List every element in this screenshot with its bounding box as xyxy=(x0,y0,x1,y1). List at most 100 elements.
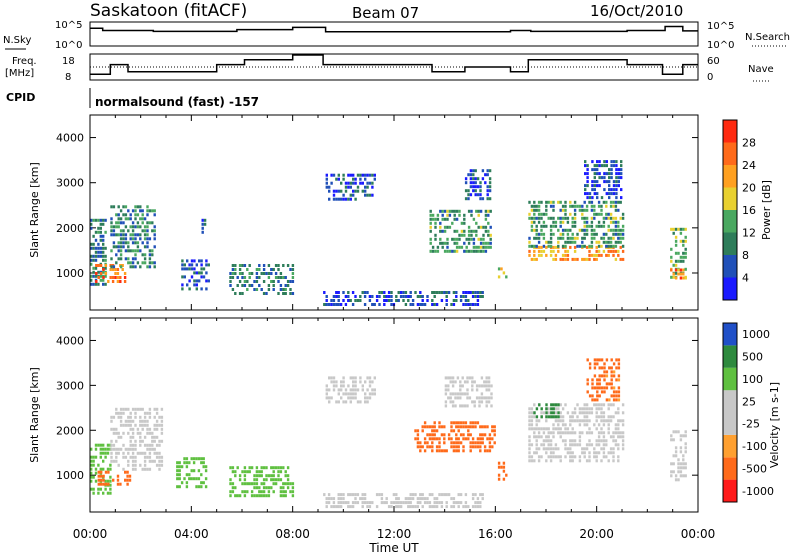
velocity-cell xyxy=(368,501,372,505)
power-cell xyxy=(253,280,256,283)
power-cell xyxy=(94,266,98,270)
power-cell xyxy=(612,200,615,204)
power-cell xyxy=(684,227,687,231)
velocity-cell xyxy=(459,425,463,429)
velocity-cell xyxy=(104,451,107,455)
power-cell xyxy=(97,270,100,274)
power-cell xyxy=(472,169,475,173)
power-cell xyxy=(481,291,484,294)
velocity-cell xyxy=(447,396,450,400)
velocity-cell xyxy=(612,398,616,402)
power-cell xyxy=(588,192,592,196)
velocity-cell xyxy=(277,474,280,478)
power-cell xyxy=(387,299,391,302)
velocity-cell xyxy=(547,455,550,459)
velocity-cell xyxy=(402,501,405,505)
velocity-cell xyxy=(588,411,591,415)
velocity-cell xyxy=(585,423,589,427)
velocity-cell xyxy=(102,467,105,471)
power-cell xyxy=(267,264,271,267)
velocity-cell xyxy=(557,427,560,431)
power-cell xyxy=(344,303,348,306)
velocity-cell xyxy=(134,407,137,411)
velocity-cell xyxy=(146,423,149,427)
velocity-cell xyxy=(455,421,458,425)
power-cell xyxy=(335,189,338,193)
velocity-cell xyxy=(112,427,116,431)
power-cell xyxy=(578,244,582,248)
velocity-cell xyxy=(131,419,135,423)
velocity-cell xyxy=(528,423,531,427)
velocity-cell xyxy=(478,400,481,404)
power-cell xyxy=(375,295,379,298)
velocity-cell xyxy=(605,370,609,374)
velocity-cell xyxy=(476,445,480,449)
velocity-cell xyxy=(153,447,156,451)
power-cell xyxy=(535,244,538,248)
velocity-cell xyxy=(335,384,338,388)
power-cell xyxy=(92,234,95,238)
power-cell xyxy=(537,220,541,224)
velocity-cell xyxy=(443,425,446,429)
power-cell xyxy=(467,237,471,241)
power-cell xyxy=(248,264,251,267)
power-cell xyxy=(467,303,470,306)
velocity-cell xyxy=(605,358,609,362)
power-cell xyxy=(429,237,432,241)
velocity-cell xyxy=(185,481,189,485)
power-cell xyxy=(352,173,355,177)
power-cell xyxy=(470,249,473,253)
power-cell xyxy=(188,263,191,267)
velocity-cell xyxy=(481,497,484,501)
power-cell xyxy=(549,249,553,253)
velocity-cell xyxy=(597,439,601,443)
velocity-cell xyxy=(571,431,574,435)
power-cell xyxy=(90,258,93,262)
velocity-cell xyxy=(462,421,465,425)
power-colorbar-step xyxy=(723,210,737,233)
power-cell xyxy=(469,303,472,306)
power-cell xyxy=(591,188,594,192)
power-cell xyxy=(477,225,480,229)
power-cell xyxy=(470,213,473,217)
velocity-cell xyxy=(337,505,340,509)
velocity-cell xyxy=(158,439,161,443)
nsky-frame xyxy=(89,21,699,47)
velocity-cell xyxy=(102,451,105,455)
power-cell xyxy=(614,257,618,261)
power-cell xyxy=(349,299,352,302)
velocity-cell xyxy=(272,478,275,482)
power-cell xyxy=(528,216,531,220)
velocity-cell xyxy=(134,411,137,415)
velocity-cell xyxy=(471,505,475,509)
power-cell xyxy=(612,164,616,168)
velocity-cell xyxy=(344,388,348,392)
power-cell xyxy=(581,212,584,216)
power-cell xyxy=(590,200,594,204)
power-cell xyxy=(585,257,589,261)
velocity-cell xyxy=(139,439,142,443)
velocity-cell xyxy=(605,455,608,459)
velocity-cell xyxy=(160,419,164,423)
velocity-cell xyxy=(612,403,615,407)
velocity-cell xyxy=(455,445,458,449)
power-cell xyxy=(684,235,687,239)
velocity-cell xyxy=(185,457,189,461)
power-cell xyxy=(607,253,610,257)
velocity-cell xyxy=(476,421,480,425)
power-cell xyxy=(489,241,492,245)
velocity-cell xyxy=(596,386,599,390)
velocity-cell xyxy=(450,425,453,429)
power-cell xyxy=(97,282,100,286)
power-cell xyxy=(537,236,541,240)
power-cell xyxy=(262,292,266,295)
velocity-cell xyxy=(139,415,142,419)
velocity-cell xyxy=(566,451,570,455)
power-cell xyxy=(131,225,135,229)
power-cell xyxy=(597,253,601,257)
velocity-cell xyxy=(124,423,128,427)
velocity-cell xyxy=(279,470,283,474)
velocity-cell xyxy=(352,396,355,400)
power-colorbar-frame xyxy=(722,119,738,301)
velocity-cell xyxy=(486,425,489,429)
